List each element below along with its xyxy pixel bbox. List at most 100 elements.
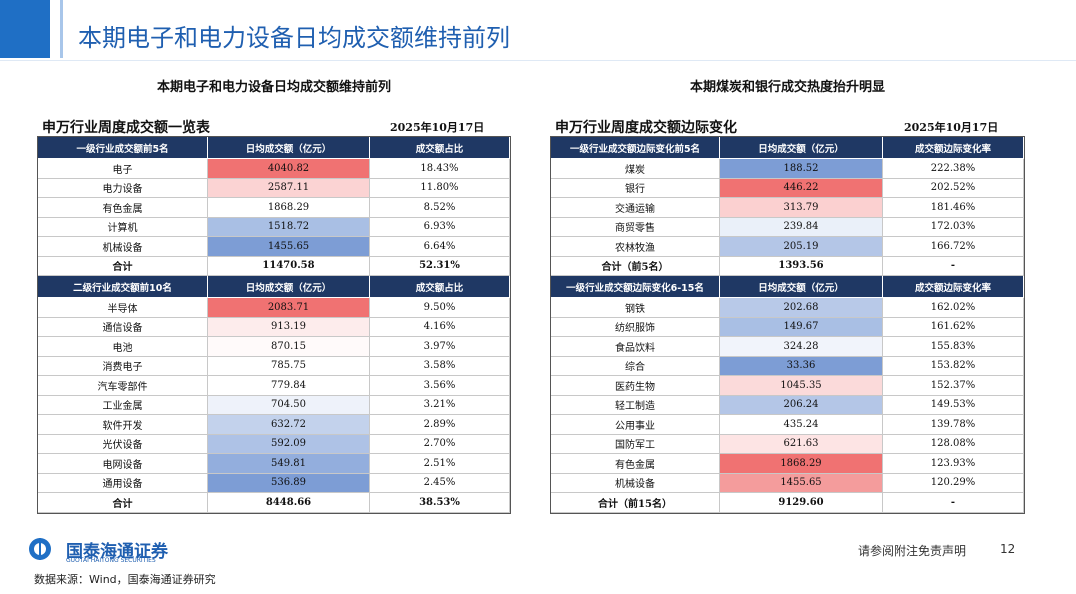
table-cell: 4.16% [370,317,510,337]
table-cell: 钢铁 [551,298,720,318]
table-cell: 446.22 [720,178,883,198]
total-cell: 合计（前5名） [551,256,720,276]
table-cell: 33.36 [720,356,883,376]
header-accent [60,0,63,58]
total-cell: - [883,256,1024,276]
table-cell: 光伏设备 [38,434,208,454]
table-cell: 704.50 [208,395,370,415]
table-cell: 电子 [38,159,208,179]
table-cell: 128.08% [883,434,1024,454]
table-cell: 2.51% [370,454,510,474]
table-cell: 计算机 [38,217,208,237]
table-cell: 549.81 [208,454,370,474]
table-cell: 有色金属 [551,454,720,474]
table-cell: 172.03% [883,217,1024,237]
total-cell: 38.53% [370,493,510,513]
table-header-cell: 一级行业成交额前5名 [38,137,208,159]
total-cell: 8448.66 [208,493,370,513]
table-cell: 2587.11 [208,178,370,198]
table-cell: 11.80% [370,178,510,198]
total-cell: 合计 [38,256,208,276]
total-cell: 11470.58 [208,256,370,276]
table-cell: 152.37% [883,376,1024,396]
table-cell: 6.64% [370,237,510,257]
table-cell: 206.24 [720,395,883,415]
table-cell: 2.70% [370,434,510,454]
table-cell: 纺织服饰 [551,317,720,337]
table-cell: 3.97% [370,337,510,357]
table-cell: 313.79 [720,198,883,218]
panel-subtitle: 本期电子和电力设备日均成交额维持前列 [156,80,391,95]
table-cell: 轻工制造 [551,395,720,415]
table-cell: 161.62% [883,317,1024,337]
table-cell: 632.72 [208,415,370,435]
table-title: 申万行业周度成交额边际变化 [555,120,737,136]
table-cell: 222.38% [883,159,1024,179]
table-cell: 软件开发 [38,415,208,435]
table-header-cell: 日均成交额（亿元） [720,276,883,298]
table-header-cell: 成交额占比 [370,137,510,159]
table-cell: 交通运输 [551,198,720,218]
table-cell: 153.82% [883,356,1024,376]
table-title: 申万行业周度成交额一览表 [42,120,210,136]
table-date: 2025年10月17日 [390,121,485,134]
table-cell: 1868.29 [208,198,370,218]
table-cell: 电力设备 [38,178,208,198]
table-cell: 2.89% [370,415,510,435]
table-cell: 18.43% [370,159,510,179]
table-cell: 通用设备 [38,473,208,493]
table-cell: 202.52% [883,178,1024,198]
table-cell: 870.15 [208,337,370,357]
table-header-cell: 日均成交额（亿元） [208,137,370,159]
logo-text: 国泰海通证券 [66,542,168,562]
table-header-cell: 成交额占比 [370,276,510,298]
table-cell: 779.84 [208,376,370,396]
page-title: 本期电子和电力设备日均成交额维持前列 [78,24,510,52]
table-cell: 181.46% [883,198,1024,218]
table-cell: 162.02% [883,298,1024,318]
total-cell: - [883,493,1024,513]
table-cell: 1518.72 [208,217,370,237]
table-cell: 电池 [38,337,208,357]
table-cell: 536.89 [208,473,370,493]
total-cell: 9129.60 [720,493,883,513]
table-cell: 煤炭 [551,159,720,179]
table-cell: 综合 [551,356,720,376]
table-cell: 188.52 [720,159,883,179]
table-header-cell: 日均成交额（亿元） [208,276,370,298]
total-cell: 52.31% [370,256,510,276]
table-cell: 3.58% [370,356,510,376]
source-note: 数据来源：Wind，国泰海通证券研究 [34,573,216,586]
table-header-cell: 日均成交额（亿元） [720,137,883,159]
table-cell: 4040.82 [208,159,370,179]
page-number: 12 [1000,542,1016,556]
table-cell: 商贸零售 [551,217,720,237]
table-header-cell: 一级行业成交额边际变化6-15名 [551,276,720,298]
header-rule [0,60,1076,61]
table-cell: 1455.65 [208,237,370,257]
table-cell: 有色金属 [38,198,208,218]
table-cell: 1045.35 [720,376,883,396]
table-date: 2025年10月17日 [904,121,999,134]
table-cell: 工业金属 [38,395,208,415]
table-cell: 电网设备 [38,454,208,474]
table-border [550,136,1025,514]
table-cell: 农林牧渔 [551,237,720,257]
table-cell: 2083.71 [208,298,370,318]
table-cell: 9.50% [370,298,510,318]
table-cell: 123.93% [883,454,1024,474]
table-cell: 621.63 [720,434,883,454]
table-cell: 汽车零部件 [38,376,208,396]
table-cell: 324.28 [720,337,883,357]
table-cell: 6.93% [370,217,510,237]
table-cell: 银行 [551,178,720,198]
table-cell: 435.24 [720,415,883,435]
table-header-cell: 一级行业成交额边际变化前5名 [551,137,720,159]
table-cell: 592.09 [208,434,370,454]
table-cell: 机械设备 [38,237,208,257]
table-cell: 2.45% [370,473,510,493]
table-cell: 半导体 [38,298,208,318]
table-cell: 医药生物 [551,376,720,396]
table-cell: 205.19 [720,237,883,257]
